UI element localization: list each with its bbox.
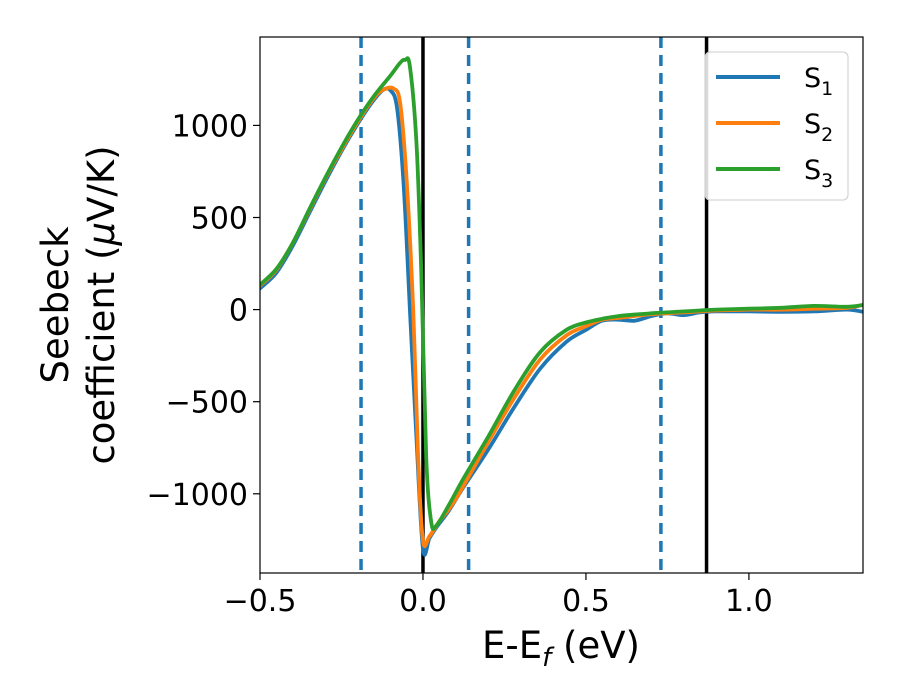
x-tick-label: 0.5 [562,584,610,619]
legend-label-s1: S1 [804,63,833,100]
x-tick-label: 0.0 [399,584,447,619]
y-axis-label-line2: coefficient (μV/K) [80,145,123,464]
series-line-s3 [260,56,863,531]
legend-label-s2: S2 [804,109,833,146]
series-group [260,56,863,557]
x-axis-ticks: −0.5 0.0 0.5 1.0 [224,573,773,619]
y-tick-label: 0 [229,294,248,329]
y-axis-label: Seebeck coefficient (μV/K) [34,145,123,464]
y-tick-label: −500 [166,386,248,421]
x-tick-label: −0.5 [224,584,297,619]
x-tick-label: 1.0 [725,584,773,619]
plot-frame [259,36,864,574]
legend-items: S1 S2 S3 [716,63,833,192]
y-tick-label: −1000 [147,478,248,513]
y-axis-ticks: 1000 500 0 −500 −1000 [147,109,260,513]
y-tick-label: 500 [191,202,248,237]
y-tick-label: 1000 [172,109,248,144]
legend-label-s3: S3 [804,155,833,192]
y-axis-label-line1: Seebeck [34,226,77,384]
x-axis-label: E-Ef (eV) [482,624,640,673]
legend: S1 S2 S3 [704,51,849,201]
legend-box [704,51,849,201]
